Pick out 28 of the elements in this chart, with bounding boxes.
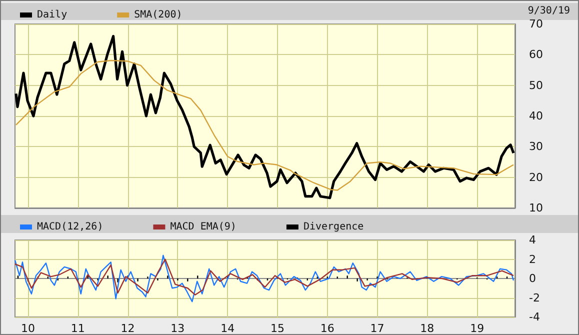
x-tick-label: 18 bbox=[420, 322, 434, 335]
text: 9/30/19 bbox=[528, 6, 570, 16]
y-tick-label: -2 bbox=[529, 291, 540, 304]
y-tick-label: 40 bbox=[529, 110, 543, 122]
x-tick-label: 17 bbox=[370, 322, 384, 335]
x-tick-label: 16 bbox=[320, 322, 334, 335]
y-tick-label: 60 bbox=[529, 48, 543, 62]
legend-label: SMA(200) bbox=[134, 10, 182, 20]
legend-label: Daily bbox=[37, 10, 68, 20]
legend-label: MACD(12,26) bbox=[37, 222, 104, 232]
y-tick-label: 70 bbox=[529, 18, 543, 30]
x-tick-label: 11 bbox=[70, 322, 85, 335]
y-tick-label: 30 bbox=[529, 140, 543, 154]
y-tick-label: 2 bbox=[529, 252, 536, 266]
x-tick-label: 15 bbox=[270, 322, 284, 335]
y-tick-label: 0 bbox=[529, 272, 536, 285]
x-tick-label: 12 bbox=[120, 322, 135, 335]
x-tick-label: 19 bbox=[470, 322, 484, 335]
x-tick-label: 13 bbox=[170, 322, 185, 335]
y-tick-label: 10 bbox=[529, 202, 543, 214]
x-tick-label: 10 bbox=[20, 322, 35, 335]
y-tick-label: 50 bbox=[529, 78, 543, 92]
y-tick-label: 20 bbox=[529, 170, 543, 184]
x-tick-label: 14 bbox=[220, 322, 235, 335]
y-tick-label: 4 bbox=[529, 234, 536, 246]
y-tick-label: -4 bbox=[529, 310, 540, 324]
legend-label: MACD EMA(9) bbox=[170, 222, 236, 232]
legend-label: Divergence bbox=[303, 222, 364, 232]
